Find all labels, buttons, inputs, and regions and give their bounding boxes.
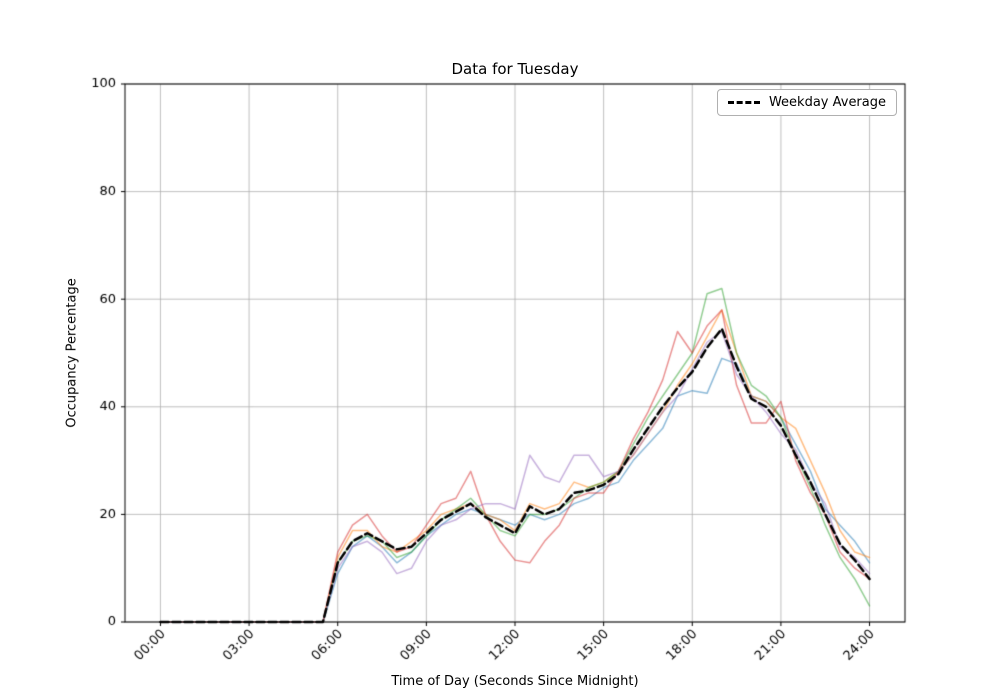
y-axis-label: Occupancy Percentage (64, 278, 80, 428)
chart-title: Data for Tuesday (451, 60, 579, 78)
legend: Weekday Average (716, 89, 897, 116)
legend-label: Weekday Average (768, 95, 886, 110)
legend-dashed-line-icon (727, 101, 760, 104)
x-axis-label: Time of Day (Seconds Since Midnight) (391, 674, 639, 689)
